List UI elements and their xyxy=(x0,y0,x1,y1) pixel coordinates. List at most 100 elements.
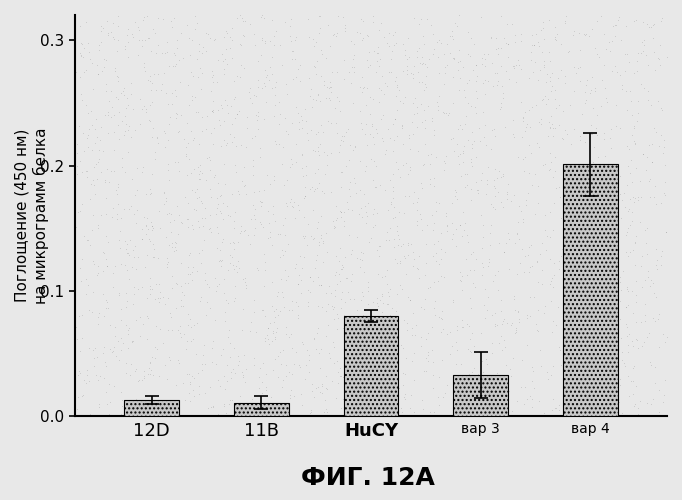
Point xyxy=(204,0,215,8)
Point xyxy=(171,74,182,82)
Point xyxy=(149,24,160,32)
Point xyxy=(243,20,254,28)
Point xyxy=(168,125,179,133)
Point xyxy=(190,312,201,320)
Point xyxy=(248,256,259,264)
Point xyxy=(191,152,202,160)
Point xyxy=(161,0,172,6)
Point xyxy=(220,152,231,160)
Point xyxy=(250,372,261,380)
Point xyxy=(231,324,242,332)
Point xyxy=(224,362,235,370)
Point xyxy=(170,339,181,347)
Point xyxy=(250,54,261,62)
Point xyxy=(174,28,185,36)
Point xyxy=(248,18,258,25)
Point xyxy=(216,54,227,62)
Point xyxy=(195,46,206,54)
Point xyxy=(183,149,194,157)
Point xyxy=(244,286,255,294)
Point xyxy=(217,180,228,188)
Point xyxy=(152,335,163,343)
Point xyxy=(155,111,166,119)
Point xyxy=(186,346,197,354)
Point xyxy=(207,230,218,238)
Point xyxy=(236,251,247,259)
Point xyxy=(151,292,162,300)
Point xyxy=(217,408,228,416)
Point xyxy=(201,344,212,352)
Point xyxy=(203,69,213,77)
Point xyxy=(203,246,213,254)
Point xyxy=(231,360,241,368)
Point xyxy=(159,371,170,379)
Point xyxy=(149,80,160,88)
Point xyxy=(190,332,201,340)
Point xyxy=(147,166,158,174)
Point xyxy=(193,5,204,13)
Point xyxy=(176,276,187,283)
Point xyxy=(182,136,193,144)
Point xyxy=(224,129,235,137)
Point xyxy=(209,213,220,221)
Point xyxy=(250,88,261,96)
Point xyxy=(185,204,196,212)
Point xyxy=(190,236,201,244)
Point xyxy=(220,212,231,220)
Point xyxy=(252,153,263,161)
Point xyxy=(201,22,211,30)
Point xyxy=(166,68,177,76)
Point xyxy=(237,40,248,48)
Point xyxy=(247,368,258,376)
Point xyxy=(160,347,171,355)
Point xyxy=(209,160,220,168)
Point xyxy=(148,31,159,39)
Point xyxy=(170,0,181,8)
Point xyxy=(160,242,171,250)
Point xyxy=(196,308,207,316)
Point xyxy=(245,310,256,318)
Point xyxy=(201,198,212,206)
Point xyxy=(213,398,224,406)
Point xyxy=(237,128,248,136)
Point xyxy=(186,198,197,206)
Point xyxy=(158,264,168,272)
Point xyxy=(174,86,185,94)
Point xyxy=(239,398,250,406)
Point xyxy=(203,142,214,150)
Point xyxy=(168,218,179,226)
Point xyxy=(168,170,179,178)
Point xyxy=(160,262,170,270)
Point xyxy=(186,156,197,164)
Point xyxy=(250,406,261,413)
Point xyxy=(209,397,220,405)
Point xyxy=(179,86,190,94)
Point xyxy=(174,114,185,122)
Point xyxy=(230,356,241,364)
Point xyxy=(244,246,255,254)
Point xyxy=(177,78,188,86)
Point xyxy=(211,46,222,54)
Point xyxy=(238,330,249,338)
Point xyxy=(239,220,250,228)
Point xyxy=(164,394,175,402)
Point xyxy=(183,68,194,76)
Point xyxy=(243,17,254,25)
Point xyxy=(211,239,222,247)
Point xyxy=(221,279,232,287)
Point xyxy=(164,386,175,394)
Point xyxy=(191,321,202,329)
Point xyxy=(214,105,225,113)
Point xyxy=(198,277,209,285)
Point xyxy=(209,300,220,308)
Point xyxy=(216,218,226,226)
Point xyxy=(177,402,188,410)
Point xyxy=(196,358,207,366)
Point xyxy=(188,258,198,266)
Point xyxy=(220,43,231,51)
Point xyxy=(158,9,169,17)
Point xyxy=(227,394,238,402)
Y-axis label: Поглощение (450 нм)
на микрограмм белка: Поглощение (450 нм) на микрограмм белка xyxy=(15,128,49,304)
Point xyxy=(179,48,190,56)
Point xyxy=(214,236,225,244)
